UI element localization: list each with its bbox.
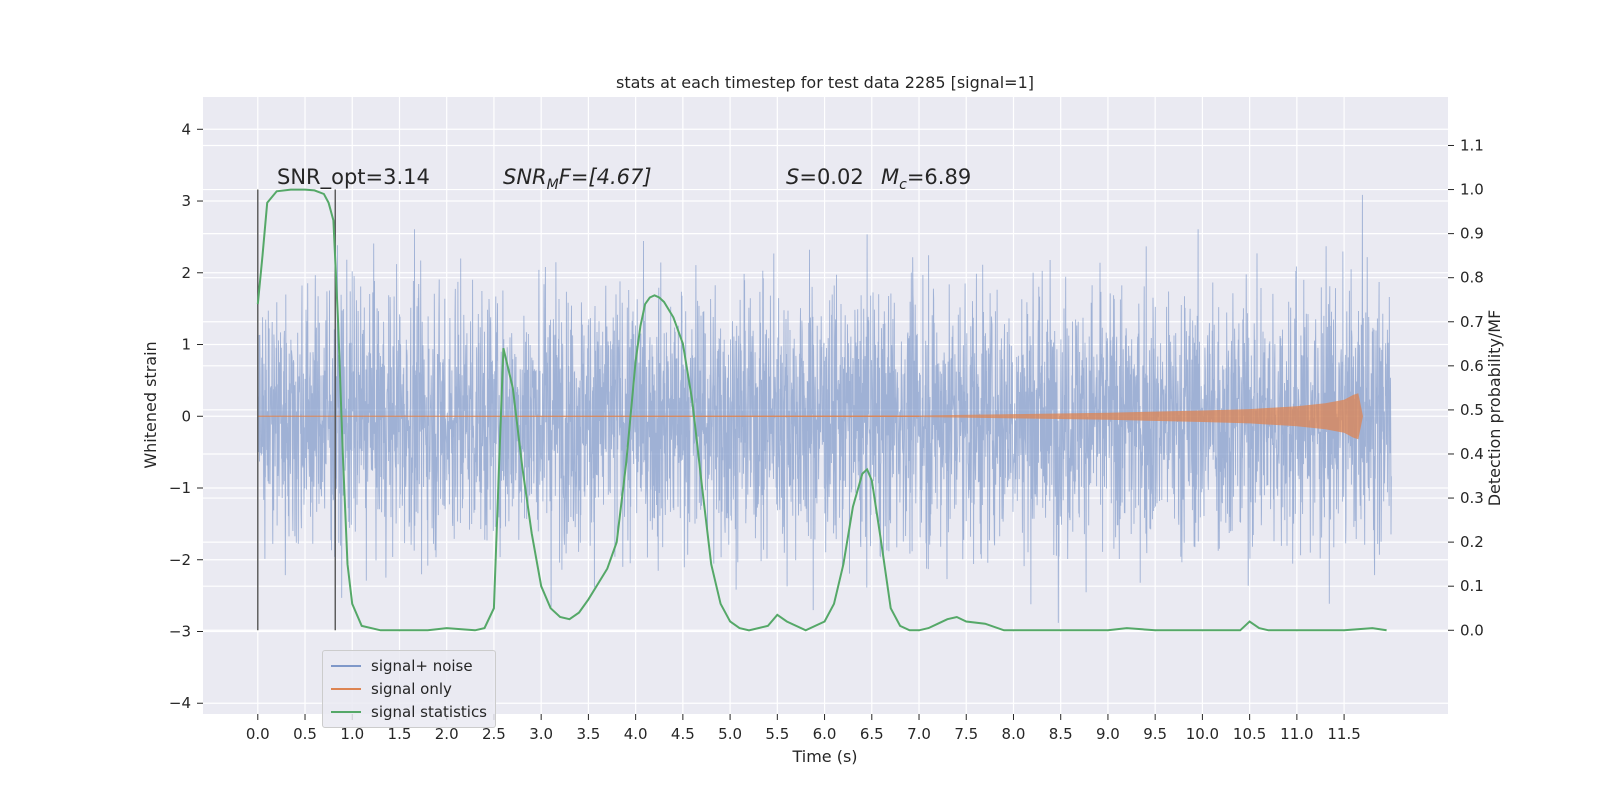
signal-noise-line	[257, 194, 1392, 623]
y-left-axis-label: Whitened strain	[141, 341, 160, 468]
x-axis-ticks: 0.0 0.5 1.0 1.5 2.0 2.5 3.0 3.5 4.0 4.5 5.0 5.5 6.0 6…	[246, 714, 1361, 743]
y-left-tick-label: 1	[181, 336, 191, 354]
legend-swatch	[331, 711, 361, 713]
x-tick-label: 9.0	[1096, 725, 1120, 743]
mc-annotation: Mc=6.89	[881, 165, 971, 193]
x-tick-label: 7.5	[954, 725, 978, 743]
y-right-axis-ticks: 1.1 1.0 0.9 0.8 0.7 0.6 0.5 0.4 0.3 0.2 0.1 0.0	[1448, 136, 1484, 639]
signal-only-series	[257, 393, 1363, 440]
x-tick-label: 5.5	[765, 725, 789, 743]
y-left-tick-label: 2	[181, 264, 191, 282]
x-tick-label: 2.5	[482, 725, 506, 743]
chart-title: stats at each timestep for test data 228…	[616, 73, 1034, 92]
y-right-tick-label: 1.0	[1460, 181, 1484, 199]
x-tick-label: 2.0	[435, 725, 459, 743]
x-axis-label: Time (s)	[791, 747, 857, 766]
legend-swatch	[331, 665, 361, 667]
legend-item-signal-noise: signal+ noise	[323, 655, 473, 677]
legend-swatch	[331, 688, 361, 690]
y-left-tick-label: −2	[169, 551, 191, 569]
x-tick-label: 3.5	[576, 725, 600, 743]
x-tick-label: 7.0	[907, 725, 931, 743]
y-right-tick-label: 0.1	[1460, 577, 1484, 595]
y-left-tick-label: −3	[169, 622, 191, 640]
x-tick-label: 11.0	[1280, 725, 1313, 743]
y-left-tick-label: −4	[169, 694, 191, 712]
x-tick-label: 10.5	[1233, 725, 1266, 743]
legend-label: signal statistics	[371, 703, 488, 721]
y-right-axis-label: Detection probability/MF	[1485, 310, 1504, 507]
legend: signal+ noise signal only signal statist…	[322, 650, 496, 728]
snr-mf-annotation: SNRMF=[4.67]	[503, 165, 652, 193]
signal-statistics-series	[256, 188, 1387, 632]
signal-noise-series	[257, 194, 1392, 623]
y-left-tick-label: 4	[181, 120, 191, 138]
y-right-tick-label: 0.3	[1460, 489, 1484, 507]
signal-only-envelope	[257, 393, 1363, 440]
y-left-axis-ticks: 4 3 2 1 0 −1 −2 −3 −4	[169, 120, 203, 712]
x-tick-label: 0.5	[293, 725, 317, 743]
y-left-tick-label: −1	[169, 479, 191, 497]
x-tick-label: 1.0	[340, 725, 364, 743]
legend-label: signal only	[371, 680, 452, 698]
signal-statistics-line	[256, 188, 1387, 632]
y-left-tick-label: 3	[181, 192, 191, 210]
y-right-tick-label: 0.5	[1460, 401, 1484, 419]
y-right-tick-label: 0.0	[1460, 621, 1484, 639]
snr-opt-annotation: SNR_opt=3.14	[277, 165, 430, 190]
legend-label: signal+ noise	[371, 657, 473, 675]
y-right-tick-label: 1.1	[1460, 136, 1484, 154]
x-tick-label: 4.5	[671, 725, 695, 743]
x-tick-label: 6.5	[860, 725, 884, 743]
legend-item-signal-only: signal only	[323, 678, 452, 700]
x-tick-label: 5.0	[718, 725, 742, 743]
y-left-tick-label: 0	[181, 407, 191, 425]
x-tick-label: 0.0	[246, 725, 270, 743]
y-right-tick-label: 0.9	[1460, 225, 1484, 243]
y-right-tick-label: 0.7	[1460, 313, 1484, 331]
x-tick-label: 3.0	[529, 725, 553, 743]
x-tick-label: 8.0	[1002, 725, 1026, 743]
y-right-tick-label: 0.8	[1460, 269, 1484, 287]
x-tick-label: 10.0	[1186, 725, 1219, 743]
s-annotation: S=0.02	[786, 165, 864, 189]
x-tick-label: 11.5	[1327, 725, 1360, 743]
x-tick-label: 8.5	[1049, 725, 1073, 743]
x-tick-label: 9.5	[1143, 725, 1167, 743]
x-tick-label: 6.0	[813, 725, 837, 743]
legend-item-signal-statistics: signal statistics	[323, 701, 487, 723]
x-tick-label: 4.0	[624, 725, 648, 743]
y-right-tick-label: 0.4	[1460, 445, 1484, 463]
y-right-tick-label: 0.2	[1460, 533, 1484, 551]
y-right-tick-label: 0.6	[1460, 357, 1484, 375]
x-tick-label: 1.5	[388, 725, 412, 743]
